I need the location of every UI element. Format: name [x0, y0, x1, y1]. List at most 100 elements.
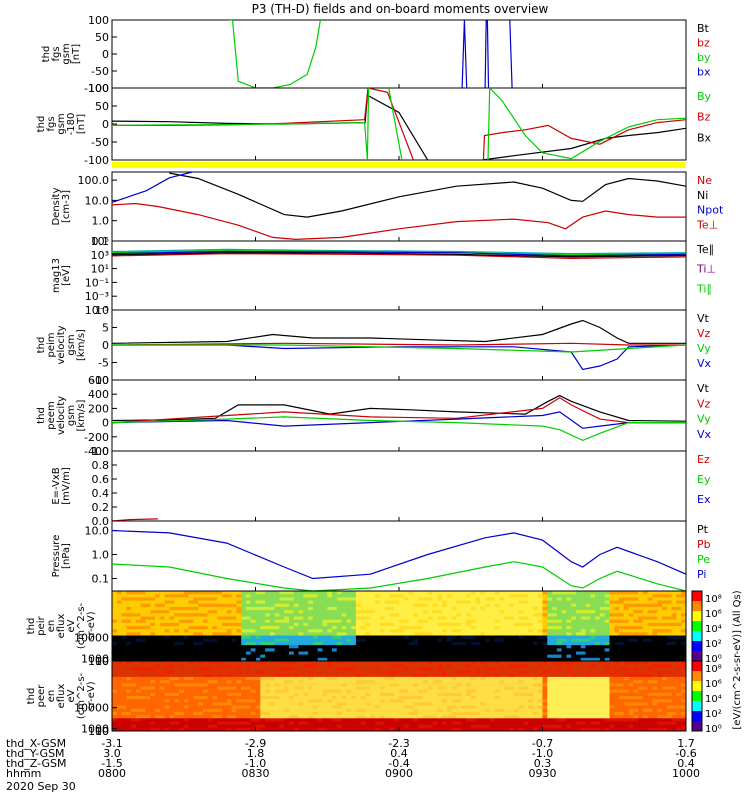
panel-frame	[111, 379, 687, 452]
y-tick-label: 100	[88, 82, 109, 95]
colorbar-tick: 10⁸	[705, 594, 722, 605]
y-axis-label: peer	[36, 684, 47, 708]
series-line	[388, 88, 403, 160]
y-axis-label: thd	[26, 688, 37, 705]
y-axis-label: en	[46, 690, 57, 703]
panel-frame	[111, 520, 687, 592]
legend-entry: Vt	[697, 382, 710, 395]
colorbar-tick: 10⁶	[705, 609, 722, 620]
x-tick-label: -2.3	[388, 737, 409, 750]
x-tick-label: 0.3	[534, 757, 552, 770]
panel-frame	[111, 171, 687, 242]
y-axis-label: peem	[46, 401, 57, 429]
legend-entry: Vy	[697, 342, 711, 355]
legend-entry: Ey	[697, 473, 711, 486]
series-group	[227, 20, 513, 88]
y-axis-label: gsm	[66, 405, 77, 426]
y-axis-label: sr-eV)	[86, 611, 97, 640]
x-tick-label: 0800	[98, 767, 126, 780]
x-tick-label: 1.7	[677, 737, 695, 750]
series-line	[112, 88, 370, 160]
y-tick-label: 10.0	[85, 525, 110, 538]
y-tick-label: 10³	[91, 249, 109, 262]
x-tick-label: 3.0	[103, 747, 121, 760]
y-axis-label: velocity	[56, 396, 67, 435]
series-line	[112, 411, 686, 429]
y-tick-label: 10000	[74, 632, 109, 645]
legend-entry: Ti⊥	[696, 263, 716, 276]
y-tick-label: 5	[102, 322, 109, 335]
series-line	[461, 20, 468, 88]
series-line	[482, 127, 686, 160]
y-tick-label: 1.0	[92, 549, 110, 562]
y-tick-label: 0	[102, 48, 109, 61]
series-line	[112, 172, 193, 203]
x-row-label: hhmm	[6, 767, 41, 780]
y-axis-label: -180	[66, 113, 77, 136]
y-tick-label: 0.4	[92, 487, 110, 500]
y-axis-label: (cm^2-s-	[76, 602, 87, 649]
x-row-label: thd_Y-GSM	[6, 747, 65, 760]
series-line	[112, 344, 686, 371]
legend-entry: Vz	[697, 327, 711, 340]
spectrogram-cells	[112, 661, 687, 732]
series-line	[112, 344, 686, 353]
colorbar-tick: 10⁸	[705, 664, 722, 675]
x-tick-label: 0900	[385, 767, 413, 780]
series-line	[112, 252, 686, 258]
colorbar-tick: 10²	[705, 709, 722, 720]
y-tick-label: 0	[102, 339, 109, 352]
y-tick-label: 100	[88, 655, 109, 668]
y-axis-label: sr-eV)	[86, 681, 97, 710]
series-line	[482, 119, 686, 160]
y-tick-label: 10	[95, 725, 109, 738]
plot-title: P3 (TH-D) fields and on-board moments ov…	[252, 2, 549, 16]
series-line	[112, 416, 686, 442]
series-line	[112, 561, 686, 591]
y-axis-label: (cm^2-s-	[76, 672, 87, 719]
y-tick-label: 0.8	[92, 459, 110, 472]
y-axis-label: [km/s]	[76, 399, 87, 431]
y-tick-label: -5	[98, 357, 109, 370]
x-row-label: 2020 Sep 30	[6, 780, 76, 793]
y-tick-label: 50	[95, 100, 109, 113]
y-axis-label: [eV]	[61, 265, 72, 286]
series-line	[227, 20, 321, 88]
colorbar: 10⁸ 10⁶ 10⁴ 10² 10⁰	[691, 660, 722, 735]
y-tick-label: -50	[91, 136, 109, 149]
y-axis-label: fgs	[51, 46, 62, 61]
legend-entry: Pb	[697, 538, 711, 551]
y-axis-label: thd	[26, 618, 37, 635]
legend-entry: Vx	[697, 357, 712, 370]
y-axis-label: velocity	[56, 325, 67, 364]
y-tick-label: 10¹	[91, 263, 109, 276]
y-tick-label: 0	[102, 417, 109, 430]
legend-entry: bx	[697, 66, 711, 79]
legend-entry: Ne	[697, 174, 712, 187]
y-axis-label: eV	[66, 619, 77, 632]
x-tick-label: -2.9	[245, 737, 266, 750]
y-tick-label: 0.1	[92, 235, 110, 248]
y-tick-label: -100	[84, 82, 109, 95]
y-axis-label: Density	[51, 187, 62, 225]
y-axis-label: thd	[36, 116, 47, 133]
y-tick-label: 10	[95, 655, 109, 668]
panel-5: 10 5 0 -5 -10 thd peim velocity gsm [km/s] Vt Vz Vy V…	[36, 304, 712, 387]
y-tick-label: 1000	[81, 723, 109, 736]
series-line	[112, 394, 686, 422]
x-tick-label: -1.5	[101, 757, 122, 770]
y-axis-label: eV	[66, 689, 77, 702]
y-axis-label: gsm	[61, 43, 72, 64]
y-tick-label: 10⁵	[91, 235, 109, 248]
y-tick-label: 10	[95, 304, 109, 317]
y-tick-label: 10⁻⁵	[85, 304, 109, 317]
y-axis-label: [mV/m]	[61, 467, 72, 505]
x-tick-label: -3.1	[101, 737, 122, 750]
series-line	[112, 248, 686, 255]
y-tick-label: -10	[91, 374, 109, 387]
series-line	[509, 20, 513, 88]
colorbar-tick: 10⁴	[705, 694, 722, 705]
